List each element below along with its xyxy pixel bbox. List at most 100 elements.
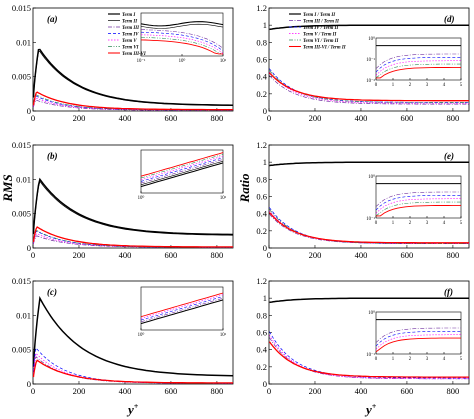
series-line bbox=[268, 72, 469, 102]
inset-series-line bbox=[375, 195, 461, 211]
inset-series-line bbox=[375, 327, 461, 343]
legend-entry: Term III-VI / Term II bbox=[303, 45, 346, 50]
x-tick-label: 800 bbox=[211, 386, 224, 396]
inset-x-tick-label: 4 bbox=[443, 83, 446, 88]
inset-x-tick-label: 5 bbox=[460, 357, 463, 362]
series-line bbox=[32, 295, 234, 377]
x-tick-label: 0 bbox=[267, 113, 271, 123]
series-line bbox=[269, 70, 469, 103]
inset-series-line bbox=[140, 34, 224, 54]
series-line bbox=[33, 51, 233, 106]
x-tick-label: 0 bbox=[267, 386, 271, 396]
inset-frame bbox=[375, 175, 462, 219]
x-tick-label: 200 bbox=[309, 250, 322, 260]
series-line bbox=[32, 91, 233, 111]
x-tick-label: 600 bbox=[165, 250, 178, 260]
inset-plot: 10⁰ 10¹ bbox=[138, 286, 227, 338]
inset-x-tick-label: 2 bbox=[409, 83, 412, 88]
y-tick-label: 0.015 bbox=[12, 276, 31, 286]
inset-x-tick-label: 10¹ bbox=[220, 58, 227, 64]
inset-series-line bbox=[375, 198, 461, 214]
inset-y-tick-label: 10⁻¹ bbox=[366, 352, 375, 358]
y-tick-label: 1.2 bbox=[256, 276, 267, 286]
series-line bbox=[269, 161, 469, 167]
inset-series-line bbox=[140, 21, 224, 27]
y-tick-label: 0 bbox=[27, 106, 31, 116]
y-tick-label: 0 bbox=[263, 379, 267, 389]
panel-c: 0 200 400 600 800 0 0.005 0.01 0.015 (c) 10⁰ 10¹ bbox=[12, 276, 234, 396]
plot-frame bbox=[32, 7, 234, 112]
inset-x-tick-label: 3 bbox=[426, 83, 429, 88]
inset-plot: 0 1 2 3 4 5 10⁻² 10⁻¹ 10⁰ bbox=[366, 36, 463, 88]
legend-entry: Term VI bbox=[122, 45, 139, 50]
inset-plot: 10⁰ 10¹ bbox=[138, 149, 227, 201]
series-line bbox=[269, 75, 469, 105]
legend-entry: Term II bbox=[122, 19, 137, 24]
inset-y-tick-label: 10⁻² bbox=[366, 78, 375, 84]
x-tick-label: 0 bbox=[31, 386, 35, 396]
inset-series-line bbox=[140, 162, 224, 188]
inset-series-line bbox=[375, 63, 461, 79]
inset-series-line bbox=[140, 155, 224, 180]
y-tick-label: 1 bbox=[263, 20, 267, 30]
x-tick-label: 800 bbox=[447, 113, 460, 123]
x-tick-label: 800 bbox=[211, 113, 224, 123]
legend-entry: Term V / Term II bbox=[303, 32, 337, 37]
series-line bbox=[268, 341, 469, 378]
x-tick-label: 600 bbox=[401, 250, 414, 260]
x-tick-label: 0 bbox=[31, 250, 35, 260]
x-tick-label: 400 bbox=[119, 386, 132, 396]
inset-series-line bbox=[140, 29, 224, 49]
inset-x-tick-label: 1 bbox=[392, 83, 395, 88]
inset-x-tick-label: 0 bbox=[375, 221, 378, 226]
panel-d: 0 200 400 600 800 0 0.2 0.4 0.6 0.8 1 1.2 (d) 0 1 2 3 4 5 1… bbox=[256, 3, 470, 123]
inset-x-tick-label: 1 bbox=[392, 221, 395, 226]
x-tick-label: 200 bbox=[73, 250, 86, 260]
inset-x-tick-label: 3 bbox=[426, 221, 429, 226]
panel-label: (c) bbox=[47, 287, 57, 297]
series-line bbox=[33, 233, 233, 248]
y-tick-label: 0.01 bbox=[16, 310, 31, 320]
inset-series-line bbox=[140, 297, 224, 323]
legend-entry: Term I / Term II bbox=[303, 13, 335, 18]
inset-x-tick-label: 10¹ bbox=[220, 332, 227, 338]
panel-label: (f) bbox=[444, 287, 453, 297]
inset-series-line bbox=[140, 157, 224, 182]
legend-entry: Term IV / Term II bbox=[303, 26, 338, 31]
panel-e: 0 200 400 600 800 0 0.2 0.4 0.6 0.8 1 1.2 (e) 0 1 2 3 4 5 1… bbox=[256, 140, 470, 260]
y-tick-label: 0.4 bbox=[256, 345, 267, 355]
x-tick-label: 200 bbox=[309, 386, 322, 396]
series-line bbox=[32, 177, 234, 236]
inset-x-tick-label: 5 bbox=[460, 221, 463, 226]
x-tick-label: 0 bbox=[267, 250, 271, 260]
x-tick-label: 200 bbox=[73, 386, 86, 396]
y-tick-label: 1 bbox=[263, 157, 267, 167]
inset-series-line bbox=[140, 23, 224, 29]
inset-x-tick-label: 0 bbox=[375, 83, 378, 88]
y-axis-label-right: Ratio bbox=[237, 173, 252, 203]
x-tick-label: 400 bbox=[355, 386, 368, 396]
y-tick-label: 0.2 bbox=[256, 226, 267, 236]
inset-series-line bbox=[140, 31, 224, 52]
y-tick-label: 0.4 bbox=[256, 209, 267, 219]
y-tick-label: 0.015 bbox=[12, 140, 31, 150]
inset-x-tick-label: 10⁰ bbox=[138, 332, 145, 338]
inset-series-line bbox=[140, 299, 224, 325]
x-tick-label: 800 bbox=[447, 386, 460, 396]
inset-series-line bbox=[375, 191, 461, 207]
x-tick-label: 400 bbox=[119, 113, 132, 123]
x-axis-label-right-main: y bbox=[364, 402, 372, 417]
y-tick-label: 0.01 bbox=[16, 37, 31, 47]
y-tick-label: 0.2 bbox=[256, 362, 267, 372]
inset-y-tick-label: 10⁰ bbox=[368, 310, 375, 316]
x-tick-label: 400 bbox=[355, 250, 368, 260]
x-axis-label-right: y+ bbox=[364, 402, 377, 417]
inset-series-line bbox=[375, 334, 461, 350]
series-line bbox=[269, 24, 469, 31]
inset-series-line bbox=[140, 292, 224, 318]
x-tick-label: 600 bbox=[401, 386, 414, 396]
y-tick-label: 0.005 bbox=[12, 345, 31, 355]
series-line bbox=[33, 95, 233, 111]
